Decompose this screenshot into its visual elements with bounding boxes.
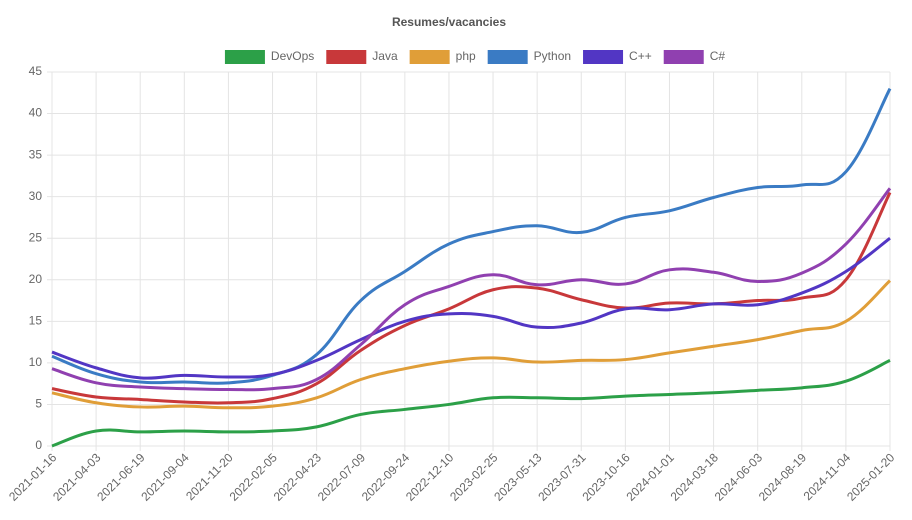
x-tick-label: 2025-01-20 (844, 450, 898, 504)
x-tick-label: 2021-09-04 (138, 450, 192, 504)
legend-item: DevOps (224, 49, 314, 64)
legend-label: Java (372, 49, 398, 63)
series-line (51, 87, 892, 385)
legend: DevOps Java php Python C++ C# (224, 49, 726, 64)
legend-item: Python (487, 49, 571, 64)
legend-swatch (326, 50, 367, 64)
x-tick-label: 2024-08-19 (756, 450, 810, 504)
legend-item: Java (326, 49, 398, 64)
legend-label: Python (534, 49, 571, 63)
y-tick-label: 25 (29, 230, 43, 244)
series-line (51, 279, 892, 410)
legend-item: php (409, 49, 476, 64)
y-tick-label: 35 (29, 147, 43, 161)
y-tick-label: 15 (29, 314, 43, 328)
y-tick-label: 30 (29, 189, 43, 203)
series-line (51, 187, 892, 392)
chart-title: Resumes/vacancies (392, 15, 506, 29)
series-line (51, 359, 891, 448)
series-line (51, 191, 892, 405)
legend-swatch (224, 50, 265, 64)
y-tick-label: 10 (29, 355, 43, 369)
legend-label: C++ (629, 49, 652, 63)
legend-swatch (583, 50, 624, 64)
legend-item: C# (663, 49, 726, 64)
series-line (51, 237, 891, 380)
legend-label: DevOps (271, 49, 314, 63)
y-tick-label: 5 (35, 397, 42, 411)
legend-item: C++ (583, 49, 652, 64)
legend-swatch (663, 50, 704, 64)
y-tick-label: 20 (29, 272, 43, 286)
y-tick-label: 40 (29, 106, 43, 120)
legend-swatch (487, 50, 528, 64)
y-tick-label: 0 (35, 438, 42, 452)
legend-label: C# (710, 49, 726, 63)
legend-swatch (409, 50, 450, 64)
legend-label: php (456, 49, 476, 63)
y-tick-label: 45 (29, 64, 43, 78)
